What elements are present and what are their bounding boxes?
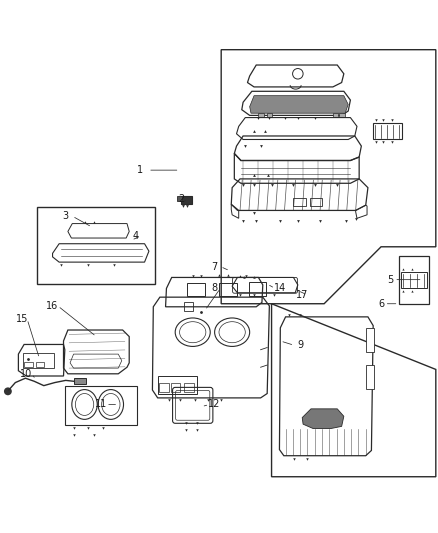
Polygon shape bbox=[250, 96, 348, 113]
Text: 11: 11 bbox=[95, 399, 107, 409]
Text: 10: 10 bbox=[20, 369, 32, 379]
Bar bbox=[310, 198, 322, 206]
Bar bbox=[373, 123, 402, 140]
Text: 17: 17 bbox=[296, 290, 308, 300]
Bar bbox=[267, 113, 272, 117]
Text: 12: 12 bbox=[208, 399, 221, 409]
Text: 7: 7 bbox=[212, 262, 218, 271]
Text: 2: 2 bbox=[179, 193, 185, 204]
Polygon shape bbox=[302, 409, 344, 429]
Bar bbox=[401, 272, 427, 288]
Bar bbox=[366, 328, 374, 352]
Bar bbox=[181, 196, 192, 204]
Bar bbox=[74, 378, 86, 384]
Bar bbox=[293, 198, 306, 206]
Text: 4: 4 bbox=[133, 231, 139, 241]
Bar bbox=[333, 113, 338, 117]
Text: 6: 6 bbox=[378, 298, 384, 309]
Text: 15: 15 bbox=[16, 314, 28, 324]
Bar bbox=[184, 302, 193, 311]
Text: 9: 9 bbox=[297, 341, 303, 350]
Text: 5: 5 bbox=[387, 274, 393, 285]
Bar bbox=[23, 353, 54, 368]
Bar bbox=[177, 197, 182, 201]
Bar bbox=[187, 283, 205, 296]
Bar bbox=[366, 365, 374, 389]
Bar bbox=[158, 376, 197, 393]
Bar bbox=[36, 361, 44, 367]
Bar bbox=[219, 283, 237, 296]
Text: 3: 3 bbox=[63, 211, 69, 221]
Bar bbox=[184, 383, 194, 392]
Bar bbox=[24, 361, 33, 367]
Circle shape bbox=[4, 387, 12, 395]
Bar bbox=[171, 383, 180, 392]
Bar bbox=[37, 207, 155, 284]
Bar bbox=[399, 255, 429, 304]
Bar bbox=[159, 383, 169, 392]
Text: 1: 1 bbox=[137, 165, 143, 175]
Text: 16: 16 bbox=[46, 301, 59, 311]
Bar bbox=[258, 113, 264, 117]
Bar bbox=[65, 386, 137, 425]
Bar bbox=[339, 113, 345, 117]
Text: 14: 14 bbox=[274, 284, 286, 293]
Text: 8: 8 bbox=[212, 284, 218, 293]
Bar bbox=[249, 282, 266, 296]
